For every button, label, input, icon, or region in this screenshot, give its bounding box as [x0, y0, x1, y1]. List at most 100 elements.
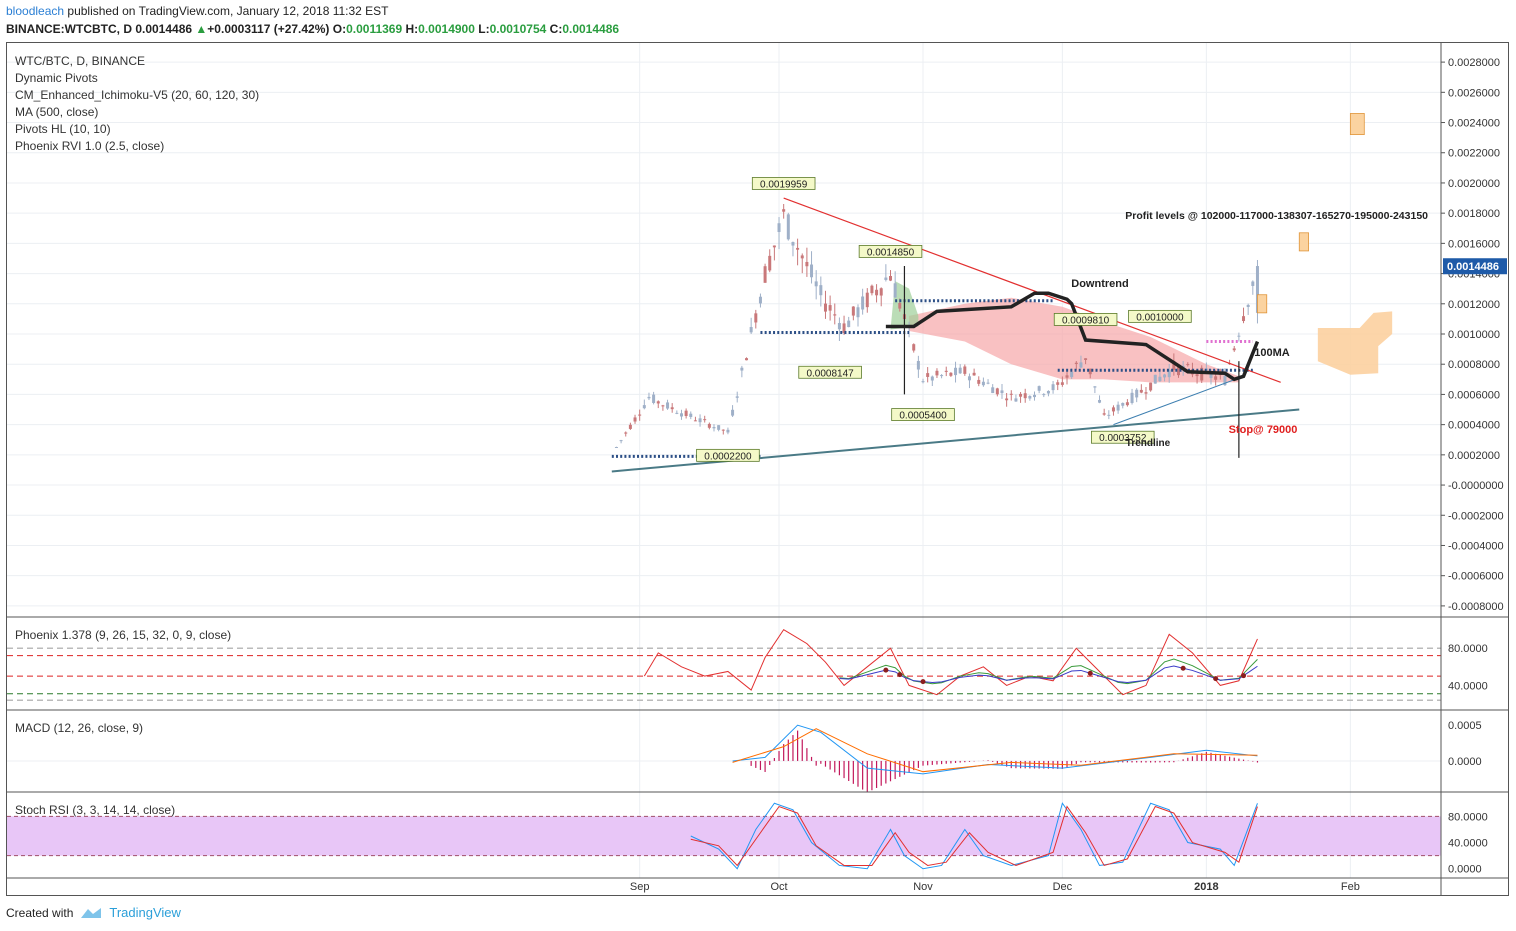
low-value: 0.0010754 — [489, 22, 547, 36]
candle-body — [1135, 389, 1139, 398]
candle-body — [851, 306, 855, 316]
candle-body — [675, 412, 679, 414]
candle-body — [647, 396, 651, 399]
symbol-label: BINANCE:WTCBTC, D — [6, 22, 132, 36]
last-price-tag — [1443, 258, 1507, 275]
candle-body — [614, 447, 618, 449]
candle-body — [791, 242, 795, 246]
candle-body — [842, 323, 846, 334]
candle-body — [1019, 393, 1023, 397]
candle-body — [1167, 369, 1171, 378]
candle-body — [819, 285, 823, 296]
low-label: L: — [478, 22, 490, 36]
candle-body — [619, 440, 623, 442]
candle-body — [800, 255, 804, 259]
price-tick-label: 0.0006000 — [1448, 389, 1500, 401]
price-tick-label: 0.0016000 — [1448, 238, 1500, 250]
indicator-legend: WTC/BTC, D, BINANCE Dynamic Pivots CM_En… — [15, 53, 259, 155]
candle-body — [1070, 371, 1074, 378]
legend-ichimoku[interactable]: CM_Enhanced_Ichimoku-V5 (20, 60, 120, 30… — [15, 88, 260, 102]
annotation-downtrend: Downtrend — [1071, 278, 1128, 290]
candle-body — [1051, 384, 1055, 391]
candle-body — [893, 283, 897, 298]
candle-body — [1065, 375, 1069, 378]
candle-body — [1056, 382, 1060, 385]
price-tick-label: -0.0004000 — [1448, 540, 1504, 552]
phoenix-signal-dot — [1241, 673, 1247, 679]
candle-body — [1144, 392, 1148, 394]
phoenix-signal-dot — [1213, 676, 1219, 682]
candle-body — [935, 370, 939, 376]
pivot-label: 0.0019959 — [760, 179, 808, 190]
legend-ma[interactable]: MA (500, close) — [15, 105, 99, 119]
phoenix-series-line — [643, 628, 1258, 696]
candle-body — [1033, 394, 1036, 398]
candle-body — [865, 292, 869, 308]
stoch-band — [7, 816, 1441, 856]
candle-body — [1060, 382, 1064, 385]
candle-body — [1232, 348, 1236, 351]
target-box — [1257, 294, 1268, 314]
candle-body — [940, 375, 944, 377]
pivot-label-box — [1091, 430, 1155, 444]
pivot-label: 0.0008147 — [806, 368, 854, 379]
stoch-series-line — [690, 802, 1258, 870]
candle-body — [684, 410, 688, 416]
candle-body — [754, 313, 758, 323]
candle-body — [805, 261, 809, 267]
author-link[interactable]: bloodleach — [6, 4, 65, 18]
price-tick-label: 0.0026000 — [1448, 87, 1500, 99]
candle-body — [717, 425, 721, 430]
legend-symbol[interactable]: WTC/BTC, D, BINANCE — [15, 54, 146, 68]
candle-body — [1042, 394, 1046, 396]
candle-body — [1255, 266, 1259, 313]
candle-body — [814, 281, 818, 287]
phoenix-signal-dot — [1180, 665, 1186, 671]
legend-dynamic-pivots[interactable]: Dynamic Pivots — [15, 71, 98, 85]
open-label: O: — [332, 22, 347, 36]
pivot-label: 0.0005400 — [899, 411, 947, 422]
tradingview-brand[interactable]: TradingView — [109, 905, 181, 920]
candle-body — [916, 360, 920, 370]
price-tick-label: 0.0024000 — [1448, 118, 1500, 130]
candle-body — [1093, 386, 1097, 388]
candle-body — [981, 381, 985, 386]
candle-body — [1084, 358, 1088, 360]
chart-frame — [6, 42, 1509, 896]
candle-body — [777, 223, 781, 233]
candle-body — [670, 407, 674, 410]
annotation-stop: Stop@ 79000 — [1229, 424, 1298, 436]
candle-body — [698, 418, 702, 423]
candle-body — [1223, 375, 1227, 386]
pivot-label: 0.0014850 — [867, 247, 915, 258]
price-tick-label: 0.0018000 — [1448, 208, 1500, 220]
candle-body — [954, 367, 958, 376]
candle-body — [833, 314, 837, 316]
legend-phoenix-rvi[interactable]: Phoenix RVI 1.0 (2.5, close) — [15, 139, 165, 153]
candle-body — [847, 320, 851, 328]
price-tick-label: 0.0002000 — [1448, 450, 1500, 462]
candle-body — [995, 388, 999, 395]
candle-body — [1163, 374, 1167, 378]
candle-body — [1023, 393, 1027, 399]
candle-body — [1153, 374, 1157, 384]
candle-body — [624, 432, 628, 434]
candle-body — [810, 264, 814, 278]
candle-body — [707, 423, 711, 428]
phoenix-tick-label: 80.0000 — [1448, 643, 1488, 655]
candle-body — [772, 245, 776, 248]
candle-body — [828, 305, 832, 311]
candle-body — [1121, 402, 1125, 406]
last-price: 0.0014486 — [135, 22, 193, 36]
time-tick-label: Dec — [1053, 881, 1073, 893]
change-value: +0.0003117 (+27.42%) — [207, 22, 330, 36]
candle-body — [958, 367, 962, 374]
legend-pivots-hl[interactable]: Pivots HL (10, 10) — [15, 122, 111, 136]
candle-body — [1079, 362, 1083, 368]
price-tick-label: 0.0020000 — [1448, 178, 1500, 190]
candle-body — [1149, 382, 1153, 391]
pivot-label-box — [1128, 309, 1192, 323]
candle-body — [856, 307, 860, 318]
phoenix-signal-dot — [883, 667, 889, 673]
